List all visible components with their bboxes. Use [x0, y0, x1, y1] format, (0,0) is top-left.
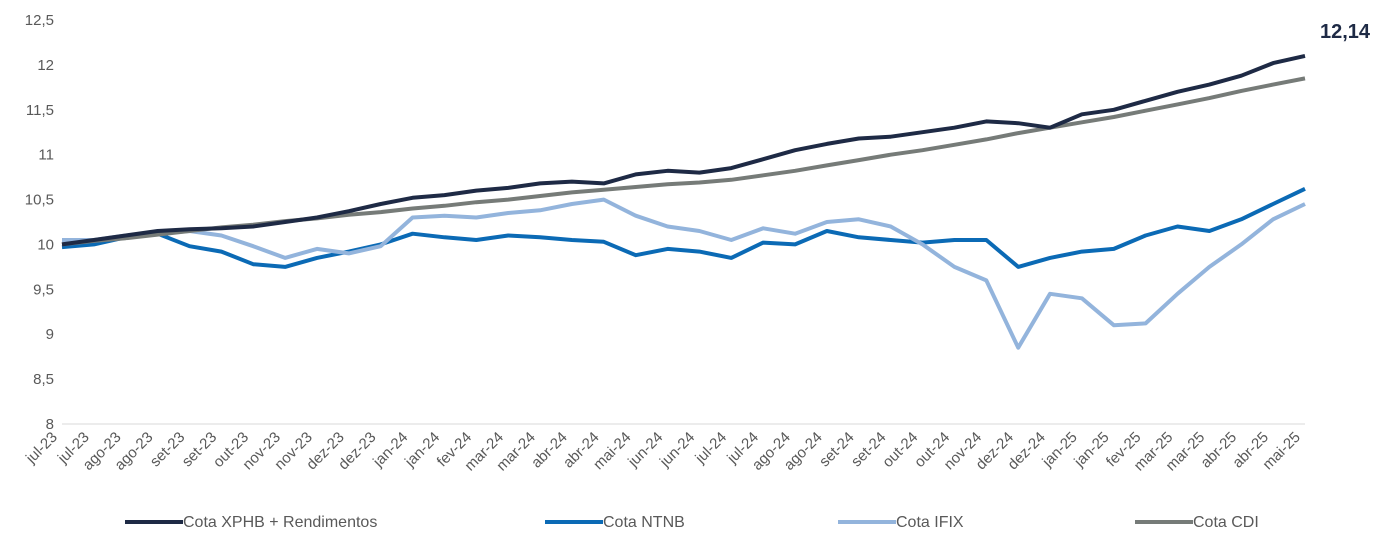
y-tick-label: 9	[46, 326, 54, 343]
legend-label: Cota CDI	[1193, 514, 1259, 531]
x-tick-label: jan-24	[369, 429, 411, 471]
series-line	[61, 53, 1306, 247]
x-tick-label: jun-24	[624, 429, 666, 471]
y-tick-label: 11,5	[26, 102, 54, 119]
x-tick-label: set-24	[816, 429, 858, 471]
x-tick-label: jan-25	[1039, 429, 1081, 471]
series-line	[61, 186, 1306, 269]
y-tick-label: 10	[37, 236, 54, 253]
legend-label: Cota NTNB	[603, 514, 685, 531]
legend-label: Cota XPHB + Rendimentos	[183, 514, 377, 531]
y-tick-label: 8,5	[33, 371, 54, 388]
series-line	[62, 197, 1306, 350]
y-tick-label: 12	[37, 57, 54, 74]
x-tick-label: jun-24	[656, 429, 698, 471]
y-tick-label: 10,5	[25, 192, 54, 209]
y-tick-label: 8	[46, 416, 54, 433]
end-annotation: 12,14	[1320, 21, 1371, 43]
series-line	[61, 76, 1306, 247]
x-tick-label: jul-23	[22, 429, 61, 468]
x-tick-label: jul-24	[691, 429, 730, 468]
y-tick-label: 11	[38, 147, 54, 164]
x-tick-label: jan-24	[401, 429, 443, 471]
y-tick-label: 9,5	[33, 281, 54, 298]
x-tick-label: out-24	[879, 429, 921, 471]
x-tick-label: jan-25	[1070, 429, 1112, 471]
x-tick-label: set-23	[147, 429, 189, 471]
y-tick-label: 12,5	[25, 12, 54, 29]
legend-label: Cota IFIX	[896, 514, 964, 531]
